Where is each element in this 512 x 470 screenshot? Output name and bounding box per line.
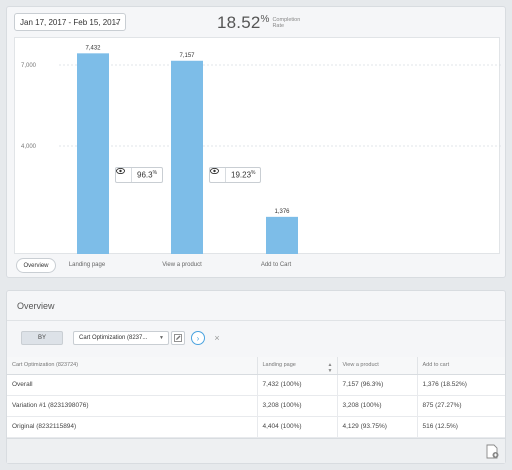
divider bbox=[7, 320, 505, 321]
table-cell: 1,376 (18.52%) bbox=[417, 374, 505, 396]
table-cell: 7,432 (100%) bbox=[257, 374, 338, 396]
next-segment-button[interactable]: › bbox=[191, 331, 205, 345]
close-icon: × bbox=[214, 333, 220, 343]
date-range-select[interactable]: Jan 17, 2017 - Feb 15, 2017 ⌄ bbox=[14, 13, 126, 31]
funnel-chart-svg: 7,000 4,000 7,432 7,157 1,376 bbox=[21, 45, 501, 254]
edit-icon bbox=[174, 329, 182, 347]
table-cell: Variation #1 (8231398076) bbox=[7, 395, 258, 417]
export-icon[interactable] bbox=[486, 444, 499, 459]
by-label: BY bbox=[21, 331, 63, 345]
table-cell: 875 (27.27%) bbox=[417, 395, 505, 417]
overview-table: Cart Optimization (823724) Landing page … bbox=[7, 357, 505, 438]
edit-segment-button[interactable] bbox=[171, 331, 185, 345]
table-cell: 3,208 (100%) bbox=[337, 395, 418, 417]
y-tick-label: 4,000 bbox=[21, 144, 37, 150]
step-rate-value-1: 96.3% bbox=[137, 170, 158, 180]
table-cell: Original (8232115894) bbox=[7, 416, 258, 438]
column-header-segment[interactable]: Cart Optimization (823724) bbox=[7, 357, 258, 375]
sort-icon: ▲ ▼ bbox=[327, 362, 333, 374]
table-cell: 7,157 (96.3%) bbox=[337, 374, 418, 396]
table-cell: 3,208 (100%) bbox=[257, 395, 338, 417]
step-rate-tooltip-1[interactable]: 96.3% bbox=[115, 167, 164, 183]
date-range-text: Jan 17, 2017 - Feb 15, 2017 bbox=[20, 17, 121, 27]
overview-title: Overview bbox=[17, 301, 55, 311]
column-header-view-product[interactable]: View a product bbox=[337, 357, 418, 375]
completion-rate-unit: % bbox=[260, 14, 270, 25]
step-rate-value-2: 19.23% bbox=[231, 170, 256, 180]
eye-icon bbox=[210, 168, 226, 182]
table-cell: 4,404 (100%) bbox=[257, 416, 338, 438]
step-rate-tooltip-2[interactable]: 19.23% bbox=[209, 167, 262, 183]
step-label-view-product: View a product bbox=[162, 262, 202, 268]
bar-3[interactable] bbox=[266, 216, 298, 254]
eye-icon bbox=[116, 168, 132, 182]
completion-rate-label-line2: Rate bbox=[272, 23, 285, 29]
overview-button[interactable]: Overview bbox=[16, 258, 56, 273]
column-header-add-to-cart[interactable]: Add to cart bbox=[417, 357, 505, 375]
bar-value-label: 7,157 bbox=[179, 53, 195, 59]
table-header-row: Cart Optimization (823724) Landing page … bbox=[7, 357, 505, 375]
bar-value-label: 1,376 bbox=[274, 209, 290, 215]
chevron-right-icon: › bbox=[196, 333, 200, 343]
bar-2[interactable] bbox=[171, 60, 203, 254]
table-row: Variation #1 (8231398076) 3,208 (100%) 3… bbox=[7, 395, 505, 417]
table-cell: 516 (12.5%) bbox=[417, 416, 505, 438]
bar-1[interactable] bbox=[77, 53, 109, 254]
chevron-down-icon: ⌄ bbox=[114, 19, 120, 26]
completion-rate-value: 18.52 bbox=[217, 13, 261, 32]
segment-select[interactable]: Cart Optimization (8237... ▼ bbox=[73, 331, 169, 345]
column-header-landing-page[interactable]: Landing page ▲ ▼ bbox=[257, 357, 338, 375]
completion-rate-label-line1: Completion bbox=[272, 17, 301, 23]
table-cell: Overall bbox=[7, 374, 258, 396]
step-label-landing: Landing page bbox=[68, 262, 106, 268]
funnel-chart: 7,000 4,000 7,432 7,157 1,376 96.3% 19.23% bbox=[14, 37, 501, 254]
bar-value-label: 7,432 bbox=[85, 45, 101, 51]
completion-rate: 18.52 % Completion Rate bbox=[217, 13, 304, 33]
overview-card: Overview BY Cart Optimization (8237... ▼… bbox=[6, 290, 506, 464]
table-row: Overall 7,432 (100%) 7,157 (96.3%) 1,376… bbox=[7, 374, 505, 396]
table-footer bbox=[7, 438, 505, 463]
clear-segment-button[interactable]: × bbox=[211, 331, 223, 345]
segment-select-text: Cart Optimization (8237... bbox=[79, 335, 148, 341]
chevron-down-icon: ▼ bbox=[159, 335, 164, 341]
step-label-add-to-cart: Add to Cart bbox=[260, 262, 292, 268]
y-tick-label: 7,000 bbox=[21, 63, 37, 69]
table-cell: 4,129 (93.75%) bbox=[337, 416, 418, 438]
funnel-card: Jan 17, 2017 - Feb 15, 2017 ⌄ 18.52 % Co… bbox=[6, 6, 506, 278]
table-row: Original (8232115894) 4,404 (100%) 4,129… bbox=[7, 416, 505, 438]
completion-rate-label: Completion Rate bbox=[272, 17, 304, 29]
